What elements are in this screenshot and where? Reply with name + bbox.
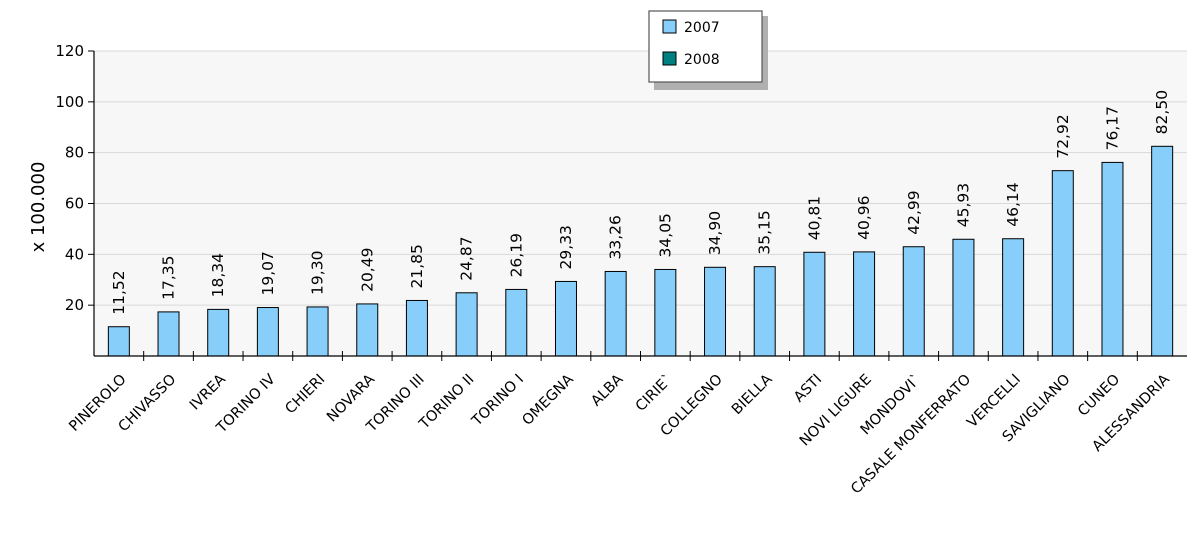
data-label: 46,14 <box>1004 182 1022 226</box>
data-label: 34,90 <box>706 211 724 255</box>
data-label: 19,30 <box>309 251 327 295</box>
data-label: 45,93 <box>954 183 972 227</box>
data-label: 42,99 <box>905 190 923 234</box>
bar <box>554 280 577 357</box>
bar <box>306 306 329 357</box>
data-label: 33,26 <box>607 215 625 259</box>
y-tick-label: 60 <box>65 195 84 213</box>
data-label: 40,96 <box>855 196 873 240</box>
category-label: IVREA <box>187 371 229 413</box>
data-label: 40,81 <box>805 196 823 240</box>
y-tick-label: 100 <box>55 93 84 111</box>
data-label: 18,34 <box>209 253 227 297</box>
y-axis-label: x 100.000 <box>28 162 49 253</box>
legend-label-2008: 2008 <box>684 52 720 68</box>
data-label: 29,33 <box>557 225 575 269</box>
bar <box>902 246 925 357</box>
bar <box>157 311 180 357</box>
data-label: 72,92 <box>1054 114 1072 158</box>
legend-swatch-2008 <box>662 51 677 66</box>
category-label: ALBA <box>588 371 626 409</box>
bar <box>1151 145 1174 357</box>
bar <box>207 308 230 357</box>
bar <box>803 251 826 357</box>
y-tick-label: 80 <box>65 144 84 162</box>
bar <box>952 238 975 357</box>
bar <box>753 266 776 357</box>
data-label: 19,07 <box>259 251 277 295</box>
bar <box>505 288 528 357</box>
category-label: CIRIE` <box>633 372 676 415</box>
category-label: CUNEO <box>1075 372 1123 420</box>
data-label: 34,05 <box>656 213 674 257</box>
data-label: 24,87 <box>458 236 476 280</box>
bar <box>654 268 677 357</box>
legend: 2007 2008 <box>648 10 768 90</box>
category-label: OMEGNA <box>519 371 576 428</box>
data-label: 35,15 <box>756 210 774 254</box>
category-label: TORINO I <box>469 372 528 431</box>
bar <box>405 299 428 357</box>
data-label: 21,85 <box>408 244 426 288</box>
bar <box>1101 161 1124 357</box>
legend-label-2007: 2007 <box>684 20 720 36</box>
data-label: 20,49 <box>358 248 376 292</box>
bar <box>853 251 876 357</box>
y-tick-label: 20 <box>65 296 84 314</box>
bar <box>1002 238 1025 357</box>
data-label: 82,50 <box>1153 90 1171 134</box>
data-label: 76,17 <box>1103 106 1121 150</box>
bar <box>1051 170 1074 357</box>
y-tick-label: 40 <box>65 245 84 263</box>
y-tick-label: 120 <box>55 42 84 60</box>
category-label: BIELLA <box>729 371 776 418</box>
bar <box>107 326 130 357</box>
data-label: 17,35 <box>160 256 178 300</box>
bar <box>455 292 478 357</box>
bar <box>604 270 627 357</box>
data-label: 26,19 <box>507 233 525 277</box>
category-label: ASTI <box>791 372 825 406</box>
legend-swatch-2007 <box>662 19 677 34</box>
data-label: 11,52 <box>110 270 128 314</box>
bar <box>704 266 727 357</box>
category-label: CHIERI <box>283 372 329 418</box>
bar <box>256 307 279 357</box>
bar <box>356 303 379 357</box>
